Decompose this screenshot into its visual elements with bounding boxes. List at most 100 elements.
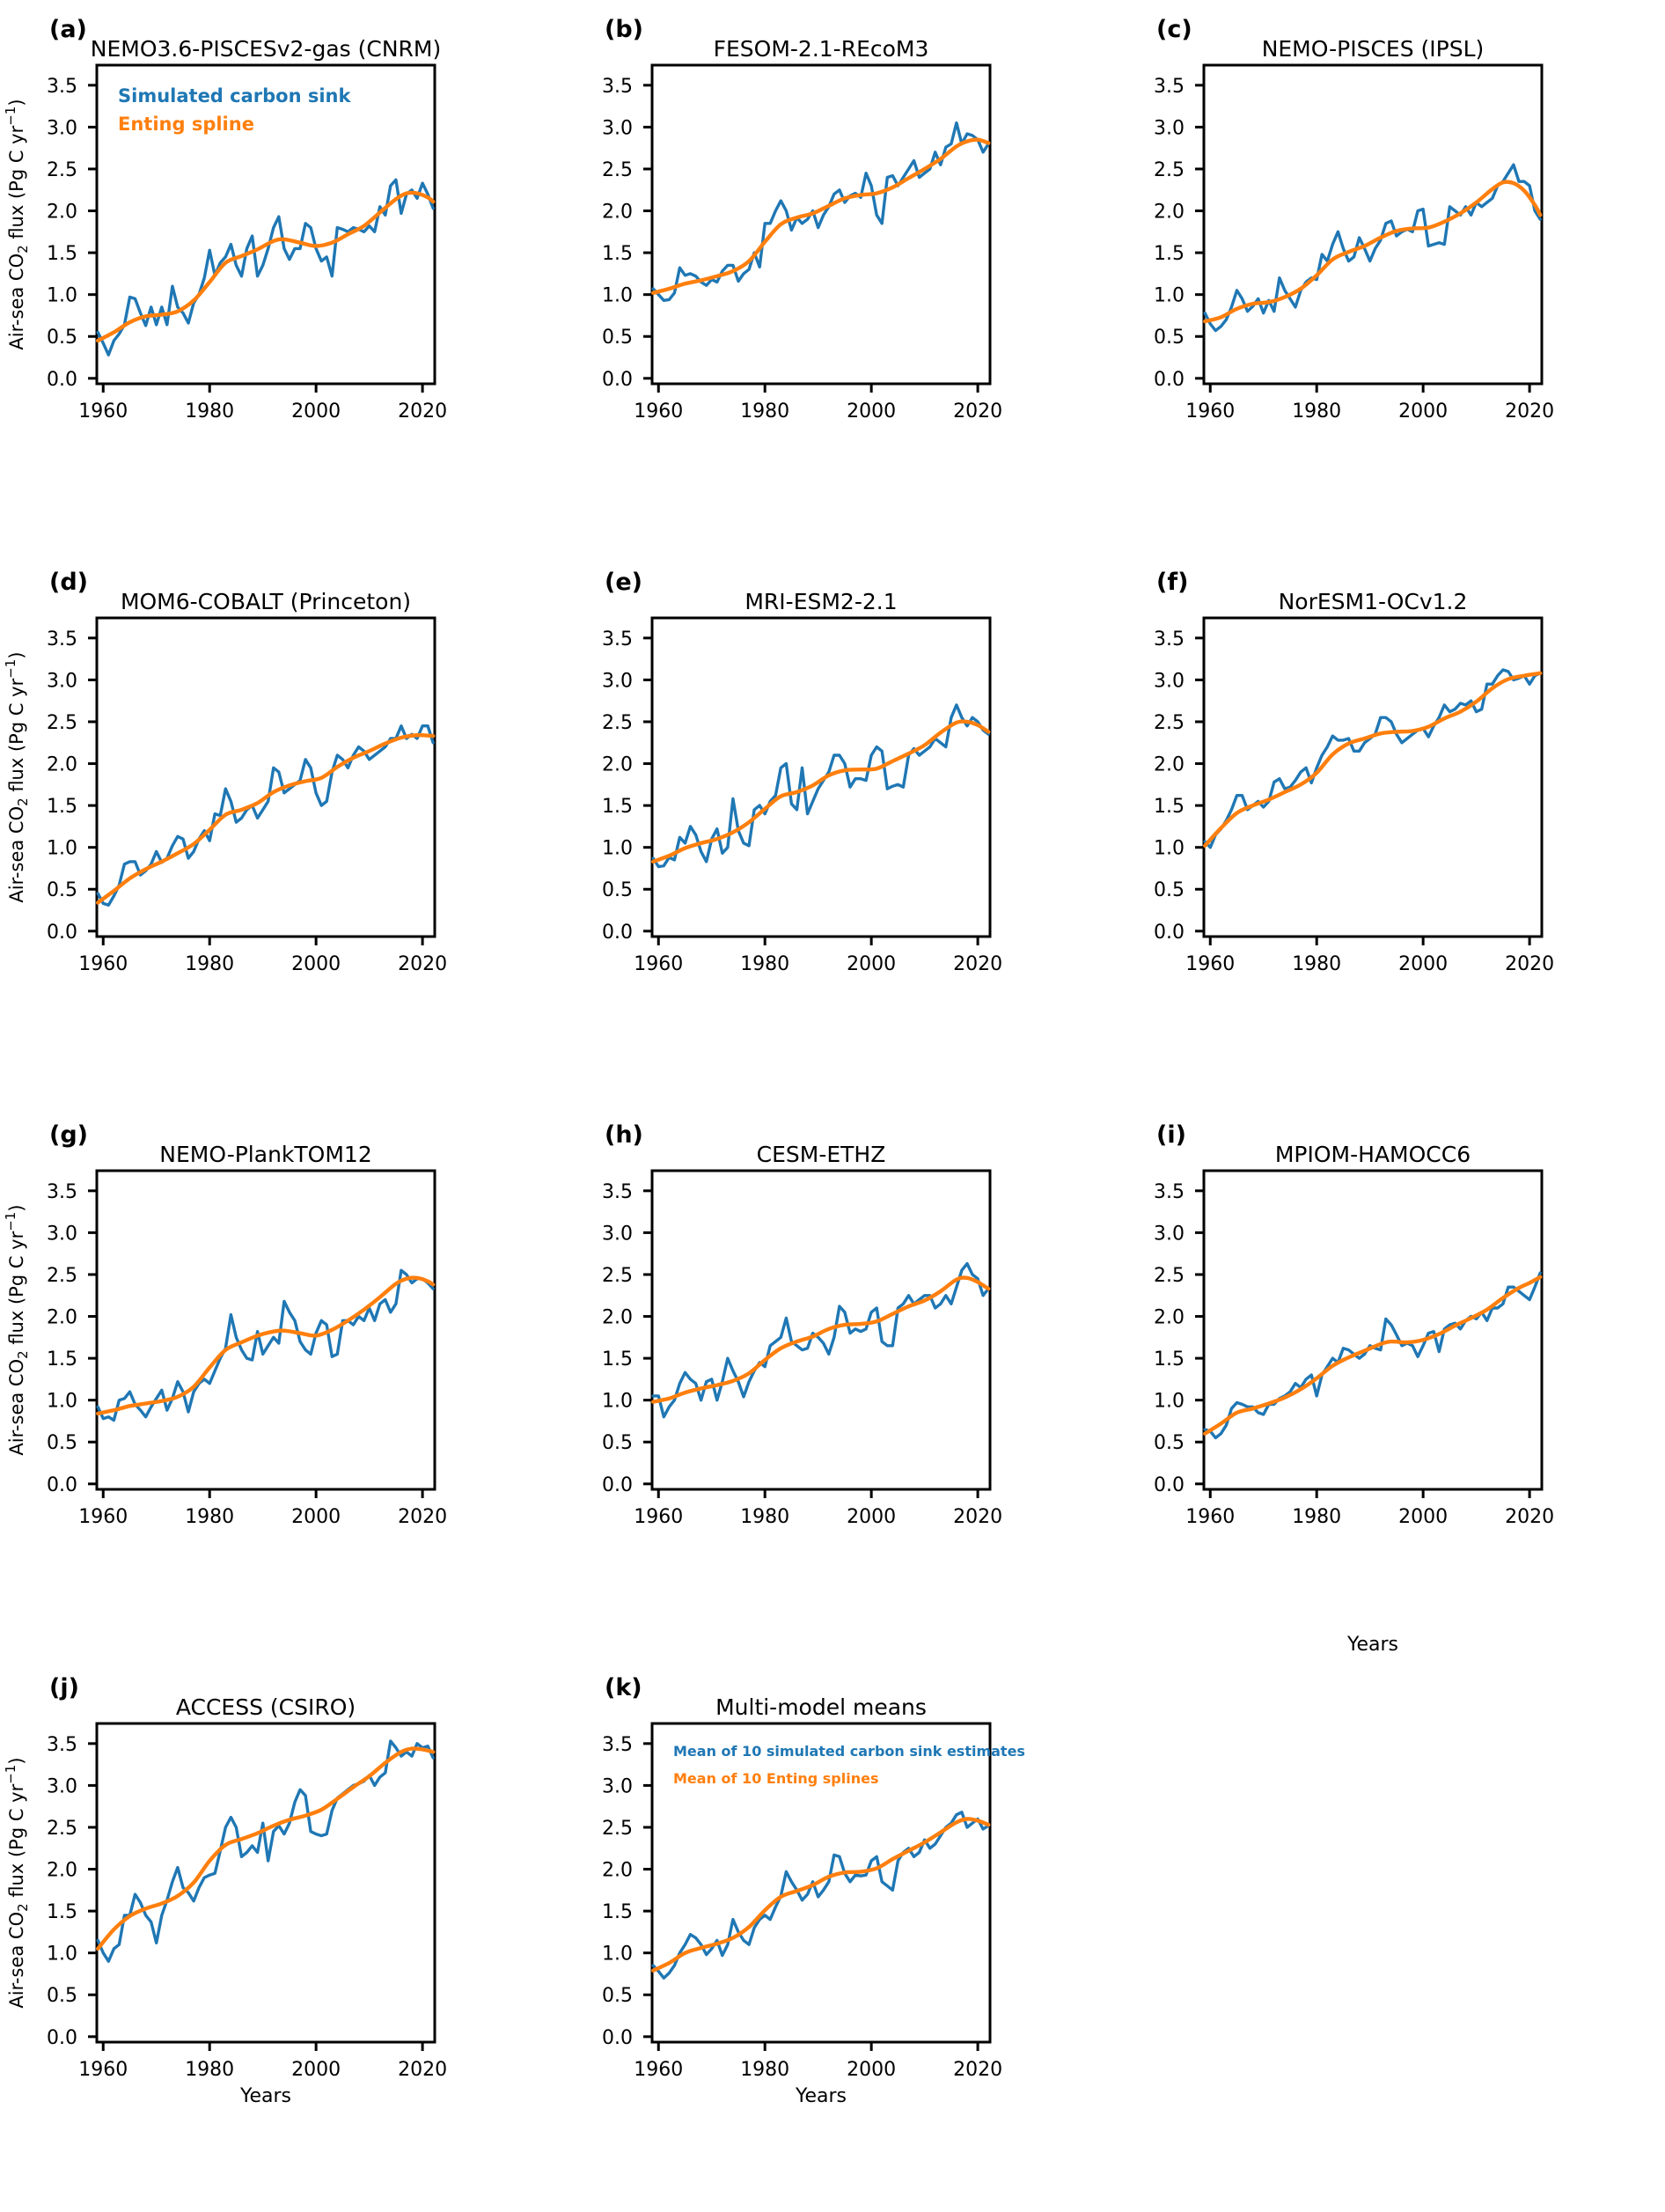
panel-i: (i) MPIOM-HAMOCC6 1960 1980 2000 2020 0.0 0.5 1.…	[1107, 1106, 1665, 1659]
y-tick-label: 1.0	[602, 838, 633, 860]
plot-svg: (a)NEMO3.6-PISCESv2-gas (CNRM) 1960 1980 20…	[3, 16, 447, 423]
x-tick-label: 2000	[1398, 401, 1448, 423]
y-tick-label: 3.5	[602, 1181, 633, 1203]
panel-title: MOM6-COBALT (Princeton)	[121, 589, 411, 614]
y-tick-label: 0.5	[1154, 327, 1185, 349]
panel-letter: (d)	[49, 569, 88, 596]
y-tick-label: 2.5	[602, 1265, 633, 1287]
y-tick-label: 0.5	[47, 1985, 77, 2007]
x-tick-label: 2000	[291, 2059, 341, 2081]
plot-svg: (c) NEMO-PISCES (IPSL) 1960 1980 2000 2020 0.0…	[1154, 16, 1554, 423]
y-tick-label: 1.5	[602, 1349, 633, 1371]
y-tick-label: 1.0	[47, 838, 77, 860]
x-tick-label: 2000	[1398, 1506, 1448, 1528]
x-tick-label: 1960	[78, 1506, 128, 1528]
enting-spline-line	[1203, 180, 1543, 324]
y-tick-label: 2.5	[602, 159, 633, 181]
x-tick-label: 1960	[634, 2059, 683, 2081]
y-tick-label: 2.0	[602, 754, 633, 776]
y-tick-label: 3.5	[602, 628, 633, 650]
axes-box	[650, 1169, 992, 1491]
y-tick-label: 0.5	[602, 879, 633, 901]
y-axis-label: Air-sea CO2 flux (Pg C yr−1)	[3, 1204, 31, 1455]
y-tick-label: 1.0	[1154, 838, 1185, 860]
panel-letter: (a)	[49, 16, 87, 43]
panel-letter: (b)	[605, 16, 643, 43]
y-tick-label: 1.0	[602, 285, 633, 307]
legend-entry: Mean of 10 Enting splines	[673, 1770, 878, 1787]
x-tick-label: 2000	[847, 2059, 896, 2081]
panel-j: (j) ACCESS (CSIRO) 1960 1980 2000 2020 0.0 0.5 1…	[0, 1658, 558, 2212]
panel-title: NEMO3.6-PISCESv2-gas (CNRM)	[91, 36, 441, 62]
x-tick-label: 2000	[291, 953, 341, 975]
y-tick-label: 0.5	[47, 1432, 77, 1454]
x-tick-label: 2020	[953, 1506, 1002, 1528]
y-tick-label: 1.5	[47, 1901, 77, 1923]
x-tick-label: 1980	[185, 2059, 234, 2081]
y-tick-label: 0.0	[47, 1474, 77, 1496]
x-tick-label: 2020	[1505, 953, 1554, 975]
y-tick-label: 0.5	[47, 879, 77, 901]
axes-box	[95, 616, 436, 938]
x-tick-label: 2000	[847, 401, 896, 423]
axes-box	[95, 1722, 436, 2044]
y-tick-label: 0.0	[47, 369, 77, 391]
y-tick-label: 0.0	[47, 2027, 77, 2049]
plot-svg: (j) ACCESS (CSIRO) 1960 1980 2000 2020 0.0 0.5 1…	[3, 1674, 447, 2107]
panel-letter: (h)	[605, 1121, 643, 1149]
plot-svg: (k) Multi-model means 1960 1980 2000 2020 0.0 0…	[602, 1674, 1025, 2107]
x-tick-label: 2020	[953, 401, 1002, 423]
y-tick-label: 1.5	[602, 243, 633, 265]
enting-spline-line	[1203, 1275, 1543, 1436]
y-tick-label: 1.0	[47, 1944, 77, 1966]
plot-svg: (e) MRI-ESM2-2.1 1960 1980 2000 2020 0.0 0.5 1.0…	[602, 569, 1002, 975]
y-tick-label: 2.5	[1154, 712, 1185, 734]
panel-h: (h) CESM-ETHZ 1960 1980 2000 2020 0.0 0.5 1.0 1.5…	[555, 1106, 1113, 1659]
x-tick-label: 1960	[634, 401, 683, 423]
x-tick-label: 2000	[291, 1506, 341, 1528]
enting-spline-line	[651, 1817, 991, 1973]
y-axis-label: Air-sea CO2 flux (Pg C yr−1)	[3, 651, 31, 902]
y-tick-label: 1.0	[47, 285, 77, 307]
legend-entry: Simulated carbon sink	[118, 85, 351, 107]
y-tick-label: 0.0	[602, 2027, 633, 2049]
panel-letter: (c)	[1156, 16, 1192, 43]
axes-box	[650, 1722, 992, 2044]
y-tick-label: 2.0	[1154, 1307, 1185, 1329]
panel-letter: (f)	[1156, 569, 1188, 596]
x-tick-label: 2000	[1398, 953, 1448, 975]
x-tick-label: 1960	[78, 2059, 128, 2081]
x-tick-label: 2000	[291, 401, 341, 423]
y-tick-label: 2.0	[47, 1860, 77, 1882]
simulated-carbon-sink-line	[96, 178, 435, 356]
x-tick-label: 1980	[1292, 953, 1341, 975]
panel-letter: (i)	[1156, 1121, 1186, 1149]
x-tick-label: 2000	[847, 1506, 896, 1528]
x-tick-label: 1960	[78, 953, 128, 975]
x-tick-label: 1960	[634, 953, 683, 975]
y-tick-label: 2.5	[47, 159, 77, 181]
y-tick-label: 0.0	[47, 922, 77, 944]
x-tick-label: 2020	[398, 953, 447, 975]
panel-c: (c) NEMO-PISCES (IPSL) 1960 1980 2000 2020 0.0…	[1107, 0, 1665, 554]
y-tick-label: 0.5	[47, 327, 77, 349]
enting-spline-line	[96, 1275, 436, 1416]
x-tick-label: 2020	[398, 2059, 447, 2081]
y-tick-label: 2.5	[47, 712, 77, 734]
y-tick-label: 3.5	[47, 1181, 77, 1203]
simulated-carbon-sink-line	[96, 724, 435, 907]
panel-k: (k) Multi-model means 1960 1980 2000 2020 0.0 0…	[555, 1658, 1113, 2212]
y-tick-label: 2.0	[47, 1307, 77, 1329]
y-tick-label: 3.0	[1154, 670, 1185, 692]
enting-spline-line	[651, 719, 991, 864]
x-tick-label: 1960	[1185, 1506, 1235, 1528]
y-tick-label: 3.5	[47, 628, 77, 650]
y-tick-label: 2.0	[47, 754, 77, 776]
y-tick-label: 0.5	[602, 1432, 633, 1454]
y-tick-label: 1.5	[47, 1349, 77, 1371]
panel-f: (f) NorESM1-OCv1.2 1960 1980 2000 2020 0.0 0.5 1…	[1107, 553, 1665, 1106]
panel-title: CESM-ETHZ	[757, 1142, 886, 1167]
legend-entry: Enting spline	[118, 114, 254, 135]
y-tick-label: 3.0	[602, 1775, 633, 1797]
